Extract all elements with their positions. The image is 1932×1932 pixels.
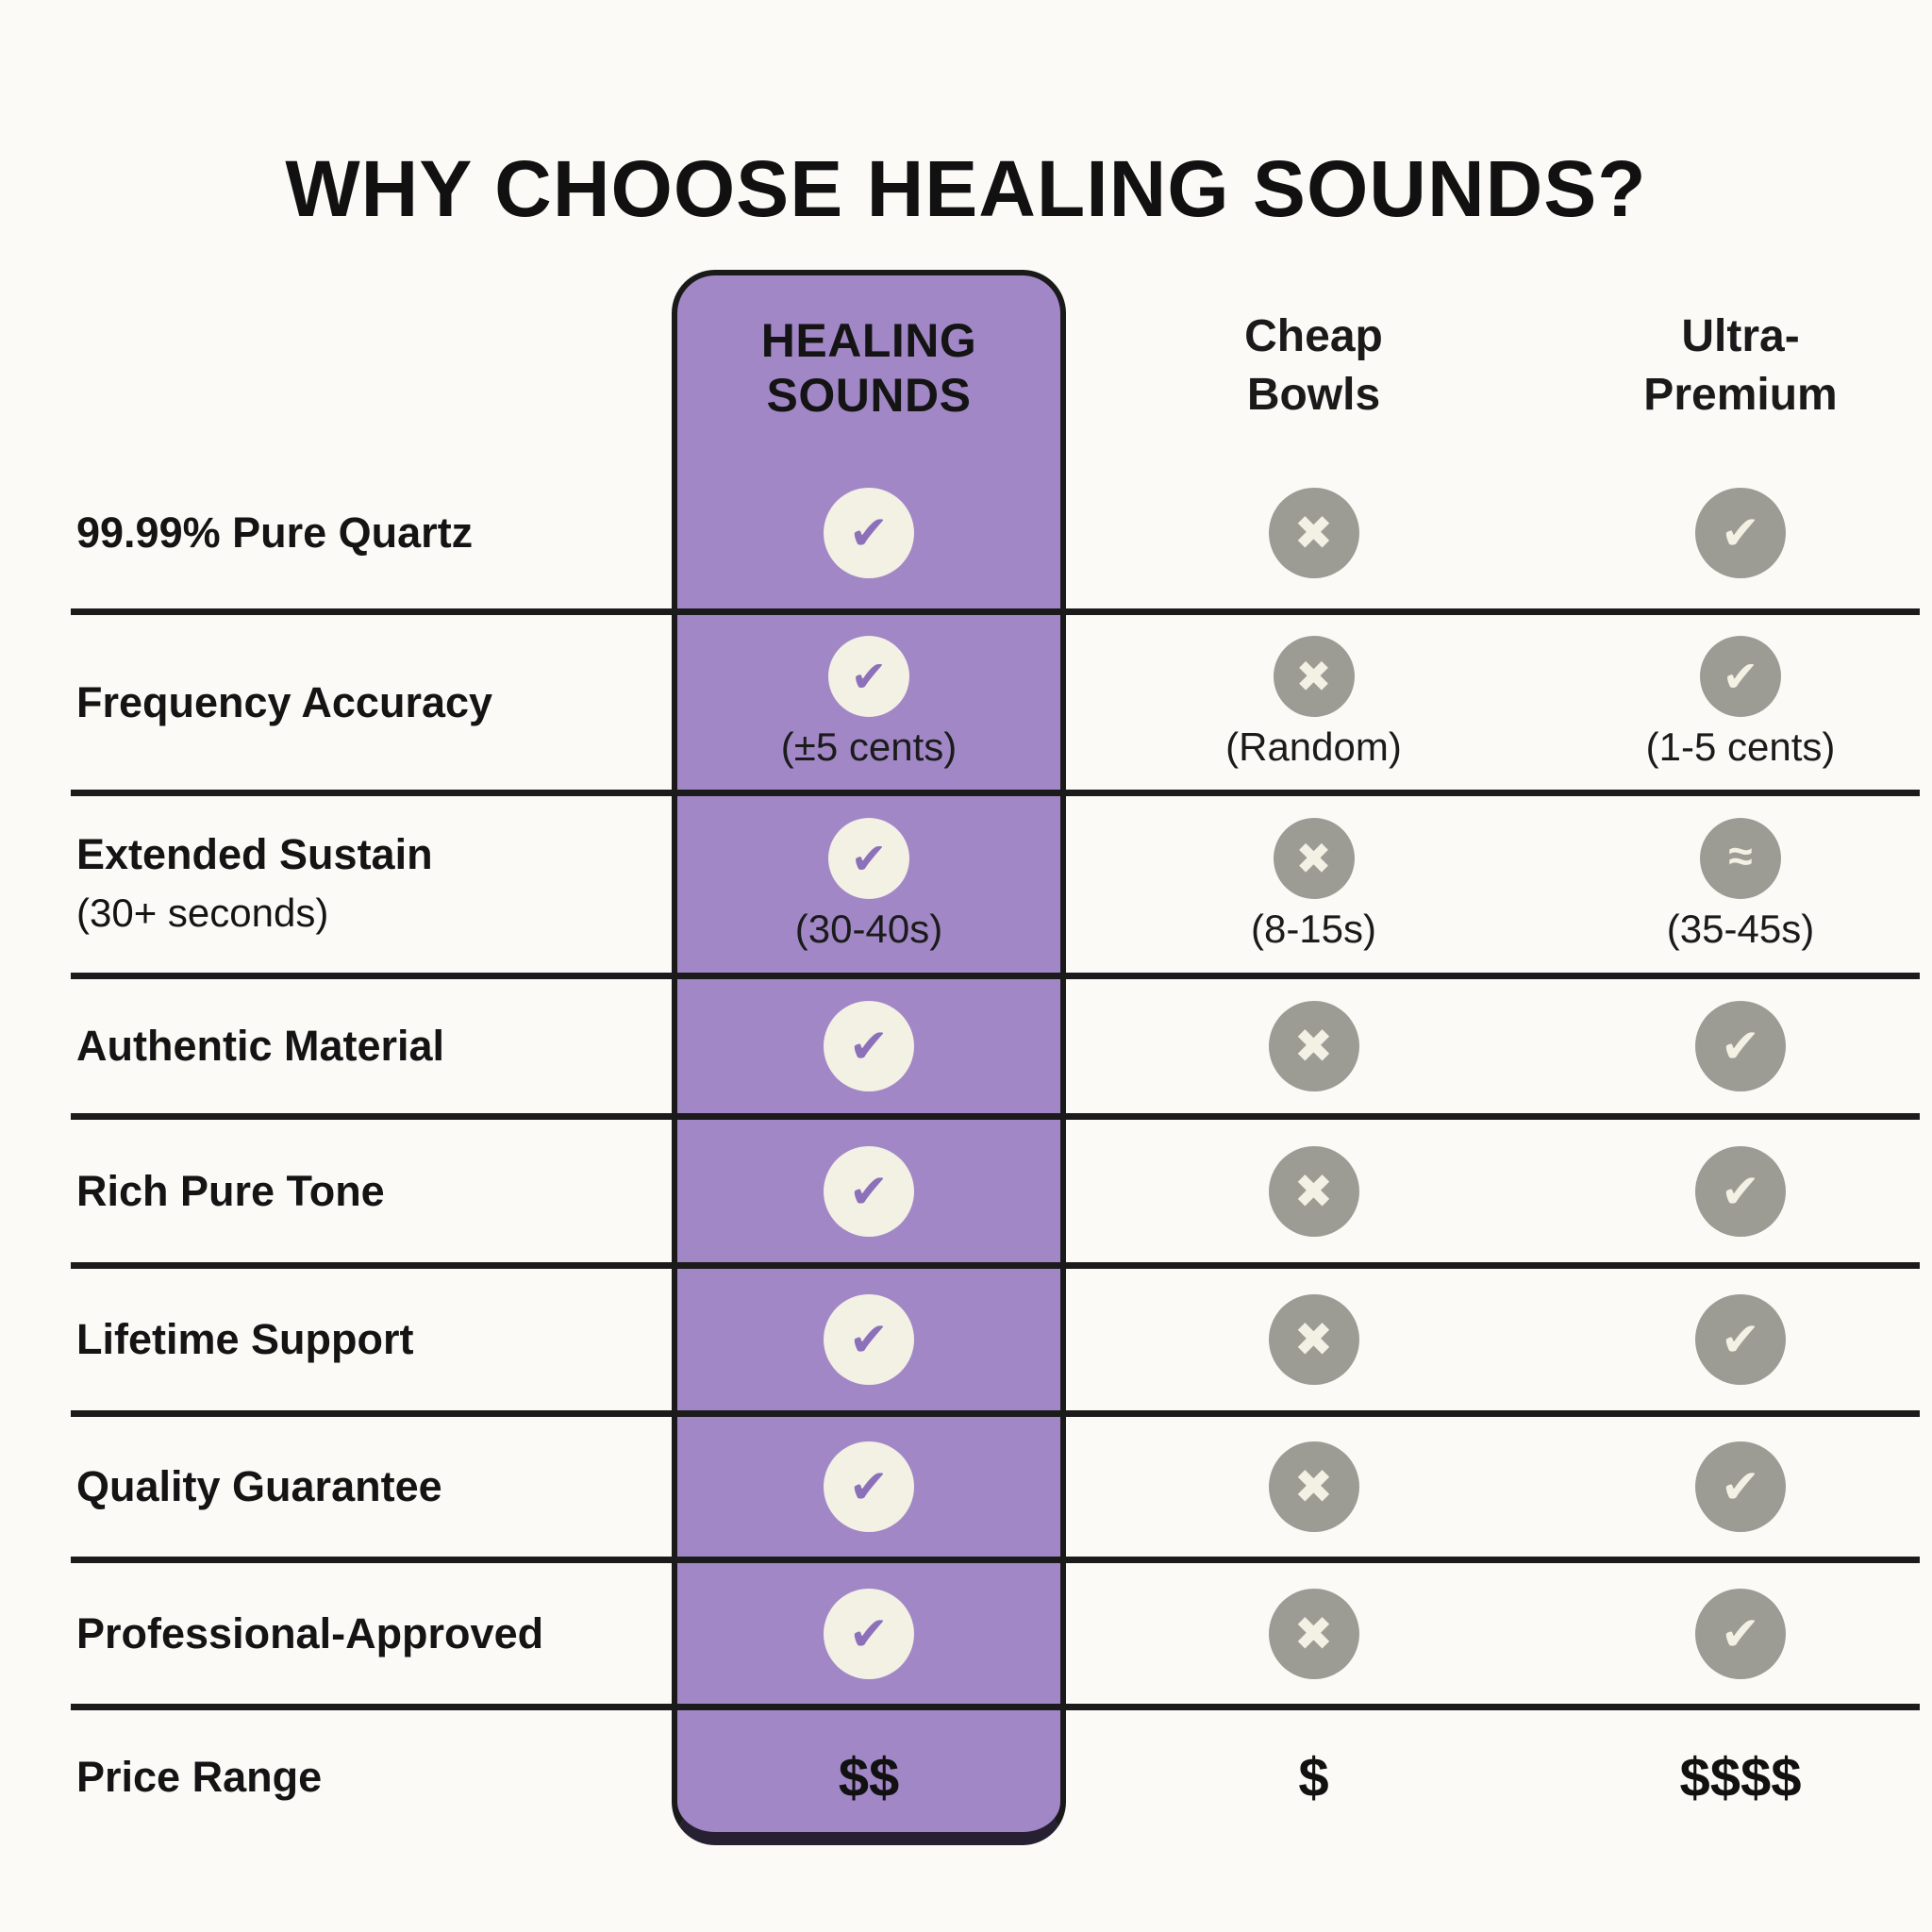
check-icon: ✔ xyxy=(824,1001,914,1091)
column-header-cheap-bowls: Cheap Bowls xyxy=(1244,311,1383,421)
cell-note: (8-15s) xyxy=(1250,906,1377,951)
feature-row-extended-sustain: Extended Sustain (30+ seconds) ✔ (30-40s… xyxy=(71,796,1920,979)
cross-icon: ✖ xyxy=(1268,1001,1359,1091)
cross-icon: ✖ xyxy=(1273,635,1355,717)
row-label: Extended Sustain xyxy=(76,830,433,879)
price-value-cheap: $ xyxy=(1298,1746,1329,1808)
check-icon: ✔ xyxy=(1695,1294,1786,1385)
row-label: Quality Guarantee xyxy=(76,1462,442,1510)
cross-icon: ✖ xyxy=(1268,1441,1359,1532)
cell-note: (30-40s) xyxy=(794,906,943,951)
comparison-table: 99.99% Pure Quartz ✔ ✖ ✔ Frequency Accur… xyxy=(71,457,1920,1844)
check-icon: ✔ xyxy=(824,1588,914,1679)
approx-icon: ≈ xyxy=(1700,817,1781,899)
feature-row-rich-pure-tone: Rich Pure Tone ✔ ✖ ✔ xyxy=(71,1120,1920,1269)
row-label: Lifetime Support xyxy=(76,1315,414,1363)
feature-row-frequency-accuracy: Frequency Accuracy ✔ (±5 cents) ✖ (Rando… xyxy=(71,615,1920,796)
check-icon: ✔ xyxy=(824,1145,914,1237)
check-icon: ✔ xyxy=(1695,1441,1786,1532)
feature-row-lifetime-support: Lifetime Support ✔ ✖ ✔ xyxy=(71,1269,1920,1417)
feature-row-quality-guarantee: Quality Guarantee ✔ ✖ ✔ xyxy=(71,1417,1920,1563)
cell-note: (1-5 cents) xyxy=(1645,724,1836,769)
cross-icon: ✖ xyxy=(1268,487,1359,578)
column-header-brand: HEALING SOUNDS xyxy=(677,313,1060,423)
feature-row-price-range: Price Range $$ $ $$$$ xyxy=(71,1710,1920,1844)
cell-note: (Random) xyxy=(1225,724,1402,769)
brand-name-line2: SOUNDS xyxy=(766,369,972,422)
row-label: Rich Pure Tone xyxy=(76,1166,385,1215)
feature-row-pure-quartz: 99.99% Pure Quartz ✔ ✖ ✔ xyxy=(71,457,1920,615)
feature-row-authentic-material: Authentic Material ✔ ✖ ✔ xyxy=(71,979,1920,1120)
cell-note: (35-45s) xyxy=(1666,906,1815,951)
page-title: WHY CHOOSE HEALING SOUNDS? xyxy=(285,144,1647,234)
row-label: 99.99% Pure Quartz xyxy=(76,508,474,557)
cross-icon: ✖ xyxy=(1268,1588,1359,1679)
check-icon: ✔ xyxy=(1695,1001,1786,1091)
column-header-ultra-premium: Ultra- Premium xyxy=(1643,311,1838,421)
row-sublabel: (30+ seconds) xyxy=(76,891,329,936)
check-icon: ✔ xyxy=(1695,1588,1786,1679)
check-icon: ✔ xyxy=(824,1294,914,1385)
brand-name-line1: HEALING xyxy=(760,314,977,367)
check-icon: ✔ xyxy=(828,817,909,899)
cross-icon: ✖ xyxy=(1268,1294,1359,1385)
check-icon: ✔ xyxy=(824,1441,914,1532)
cell-note: (±5 cents) xyxy=(780,724,958,769)
price-value-brand: $$ xyxy=(838,1746,900,1808)
cross-icon: ✖ xyxy=(1273,817,1355,899)
row-label: Frequency Accuracy xyxy=(76,677,493,726)
feature-row-professional-approved: Professional-Approved ✔ ✖ ✔ xyxy=(71,1563,1920,1710)
check-icon: ✔ xyxy=(828,635,909,717)
check-icon: ✔ xyxy=(1700,635,1781,717)
row-label: Price Range xyxy=(76,1753,323,1801)
row-label: Authentic Material xyxy=(76,1022,445,1070)
price-value-ultra: $$$$ xyxy=(1679,1746,1802,1808)
check-icon: ✔ xyxy=(1695,487,1786,578)
check-icon: ✔ xyxy=(824,487,914,578)
check-icon: ✔ xyxy=(1695,1145,1786,1237)
row-label: Professional-Approved xyxy=(76,1608,544,1657)
cross-icon: ✖ xyxy=(1268,1145,1359,1237)
